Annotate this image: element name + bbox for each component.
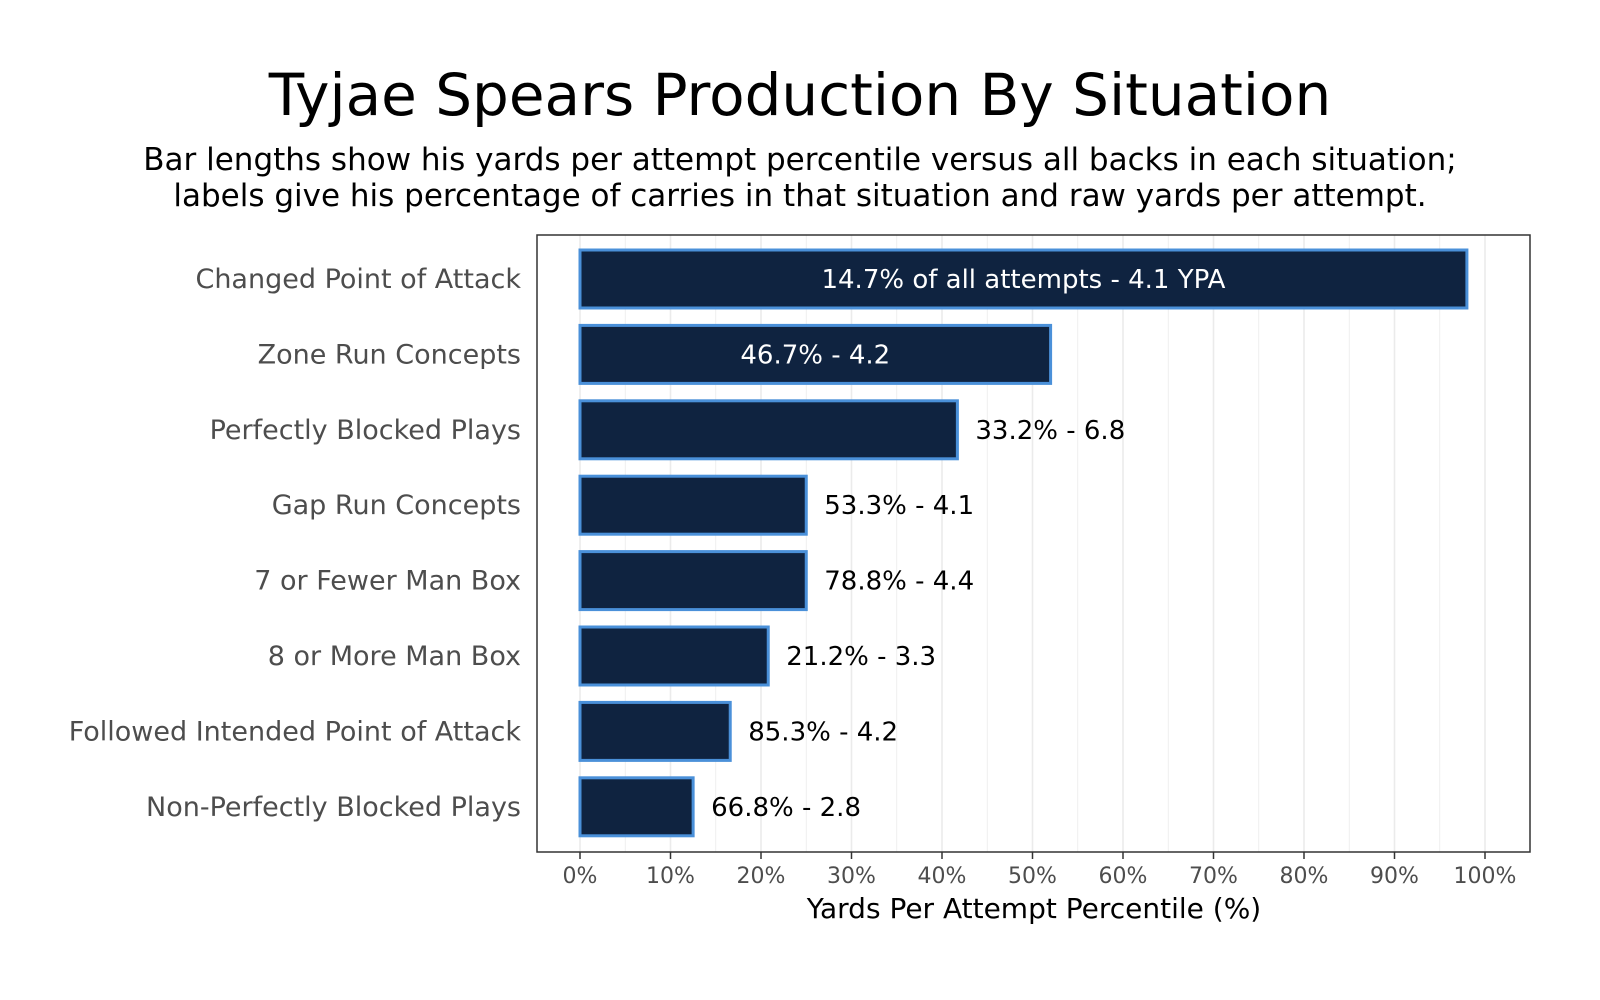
x-tick-label: 70%	[1189, 864, 1238, 889]
data-label: 33.2% - 6.8	[975, 416, 1125, 446]
bar	[578, 248, 1469, 310]
x-tick-label: 50%	[1008, 864, 1057, 889]
subtitle-line-1: Bar lengths show his yards per attempt p…	[143, 142, 1457, 178]
chart-subtitle: Bar lengths show his yards per attempt p…	[0, 142, 1600, 214]
x-tick-label: 0%	[563, 864, 598, 889]
subtitle-line-2: labels give his percentage of carries in…	[173, 178, 1427, 214]
category-label: Gap Run Concepts	[272, 490, 521, 521]
x-axis-ticks: 0% 10% 20% 30% 40% 50% 60% 70% 80% 90% 100%	[563, 852, 1517, 889]
x-tick-label: 30%	[827, 864, 876, 889]
x-tick-label: 60%	[1099, 864, 1148, 889]
bar	[578, 776, 695, 838]
panel-border	[536, 234, 1531, 853]
bar	[578, 399, 959, 461]
bar	[578, 323, 1053, 385]
category-label: Non-Perfectly Blocked Plays	[146, 792, 521, 823]
bar	[578, 474, 808, 536]
category-label: Changed Point of Attack	[195, 264, 521, 295]
bar	[578, 625, 770, 687]
category-label: 8 or More Man Box	[268, 641, 521, 672]
bars	[578, 248, 1469, 838]
data-label: 53.3% - 4.1	[824, 491, 974, 521]
data-label: 21.2% - 3.3	[786, 642, 936, 672]
x-tick-label: 40%	[918, 864, 967, 889]
category-label: 7 or Fewer Man Box	[254, 566, 521, 597]
category-label: Zone Run Concepts	[258, 339, 521, 370]
data-label: 66.8% - 2.8	[711, 793, 861, 823]
x-axis-title: Yards Per Attempt Percentile (%)	[806, 892, 1261, 925]
category-label: Followed Intended Point of Attack	[69, 716, 522, 747]
x-tick-label: 20%	[737, 864, 786, 889]
chart-title: Tyjae Spears Production By Situation	[268, 61, 1332, 129]
x-tick-label: 100%	[1454, 864, 1517, 889]
category-labels: Changed Point of Attack Zone Run Concepts…	[69, 264, 522, 823]
bar	[578, 700, 732, 762]
x-tick-label: 80%	[1280, 864, 1329, 889]
data-label: 78.8% - 4.4	[824, 567, 974, 597]
data-label: 46.7% - 4.2	[740, 340, 890, 370]
bar	[578, 550, 808, 612]
x-tick-label: 10%	[646, 864, 695, 889]
data-labels: 14.7% of all attempts - 4.1 YPA 46.7% - 4…	[711, 265, 1225, 823]
data-label: 85.3% - 4.2	[748, 717, 898, 747]
x-tick-label: 90%	[1370, 864, 1419, 889]
data-label: 14.7% of all attempts - 4.1 YPA	[821, 265, 1225, 295]
category-label: Perfectly Blocked Plays	[210, 415, 521, 446]
